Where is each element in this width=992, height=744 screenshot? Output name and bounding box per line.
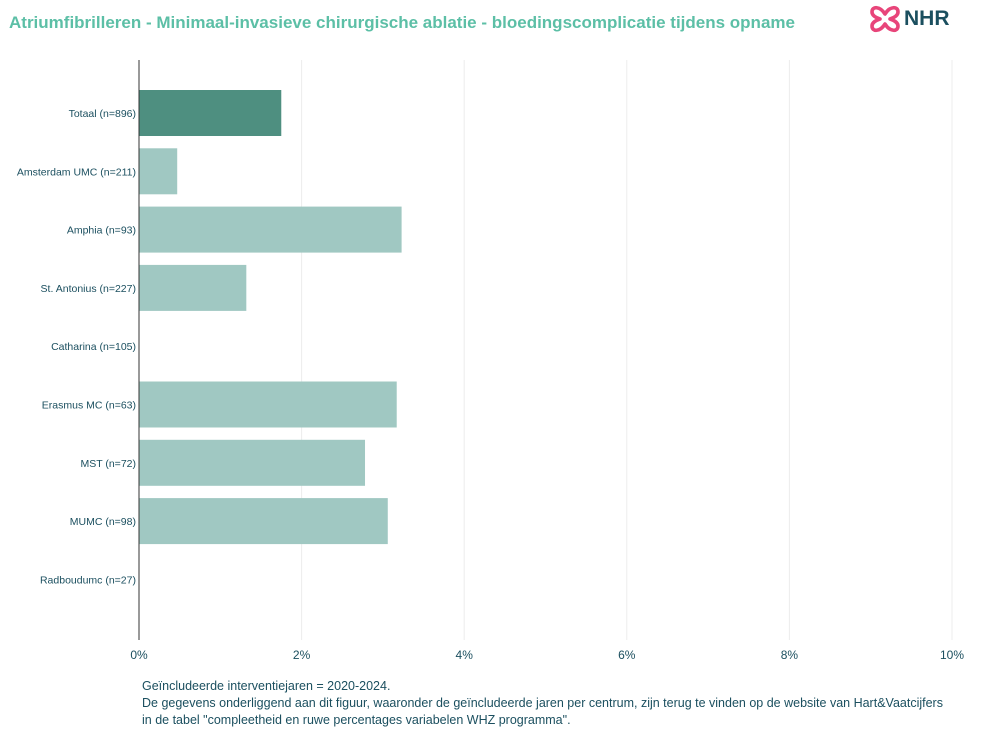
category-label: Amphia (n=93) — [67, 225, 136, 237]
x-tick-label: 8% — [781, 648, 799, 662]
bar — [139, 148, 178, 195]
x-tick-label: 6% — [618, 648, 636, 662]
x-tick-label: 4% — [456, 648, 474, 662]
nhr-logo: NHR — [868, 2, 960, 36]
category-label: MUMC (n=98) — [70, 516, 136, 528]
category-label: MST (n=72) — [80, 458, 136, 470]
bar — [139, 206, 402, 253]
bar — [139, 439, 366, 486]
category-label: Erasmus MC (n=63) — [42, 400, 136, 412]
x-tick-label: 0% — [130, 648, 148, 662]
bar — [139, 264, 247, 311]
note-table: in de tabel "compleetheid en ruwe percen… — [142, 713, 571, 727]
x-tick-label: 2% — [293, 648, 311, 662]
category-label: Catharina (n=105) — [51, 341, 136, 353]
category-label: St. Antonius (n=227) — [41, 283, 136, 295]
note-source: De gegevens onderliggend aan dit figuur,… — [142, 696, 943, 710]
note-years: Geïncludeerde interventiejaren = 2020-20… — [142, 679, 391, 693]
chart-notes: Geïncludeerde interventiejaren = 2020-20… — [142, 678, 943, 729]
bar — [139, 498, 388, 545]
nhr-cross-icon — [870, 5, 900, 33]
bar-chart: Totaal (n=896) Amsterdam UMC (n=211) Amphi… — [17, 60, 964, 662]
category-label: Totaal (n=896) — [69, 108, 136, 120]
category-label: Amsterdam UMC (n=211) — [17, 166, 136, 178]
chart-title: Atriumfibrilleren - Minimaal-invasieve c… — [9, 13, 795, 32]
bar — [139, 381, 397, 428]
x-tick-label: 10% — [940, 648, 964, 662]
bar — [139, 90, 282, 136]
category-label: Radboudumc (n=27) — [40, 574, 136, 586]
logo-text: NHR — [904, 7, 950, 30]
